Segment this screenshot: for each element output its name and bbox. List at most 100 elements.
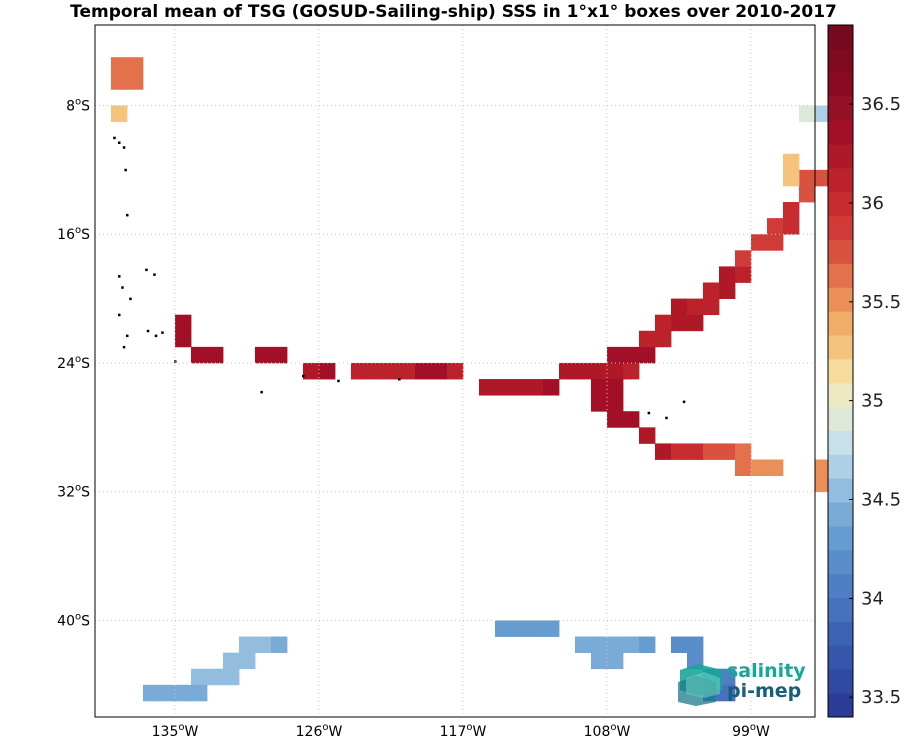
sss-cell — [607, 362, 624, 380]
colorbar-segment — [828, 621, 853, 646]
colorbar-segment — [828, 48, 853, 74]
sss-cell — [783, 218, 800, 235]
colorbar-segment — [828, 311, 853, 336]
colorbar-segment — [828, 573, 853, 598]
sss-cell — [687, 636, 704, 654]
colorbar-segment — [828, 693, 853, 718]
sss-cell — [719, 266, 736, 283]
sss-cell — [767, 218, 784, 235]
island — [121, 286, 124, 289]
colorbar-segment — [828, 645, 853, 670]
sss-cell — [783, 153, 800, 171]
colorbar-tick-label: 34.5 — [861, 490, 901, 511]
colorbar-segment — [828, 25, 853, 50]
sss-cell — [415, 362, 432, 380]
sss-cell — [143, 684, 160, 702]
gridlines-layer — [95, 25, 815, 717]
colorbar-tick-label: 35 — [861, 391, 884, 412]
sss-cell — [303, 362, 320, 380]
island — [260, 390, 263, 394]
logo-wordmark-salinity: salinity — [727, 660, 806, 682]
sss-cell — [671, 636, 688, 654]
colorbar-segment — [828, 669, 853, 694]
sss-cell — [271, 636, 288, 654]
island — [113, 136, 116, 140]
sss-cell — [783, 169, 800, 187]
colorbar-segment — [828, 239, 853, 264]
salinity-pimep-logo: salinity pi-mep — [676, 660, 816, 706]
logo-wordmark-pimep: pi-mep — [727, 680, 802, 702]
sss-cell — [607, 652, 624, 670]
island — [126, 213, 129, 217]
sss-cell — [111, 57, 128, 74]
colorbar-frame — [827, 24, 854, 718]
sss-cell — [735, 250, 752, 267]
sss-cell — [751, 459, 768, 476]
sss-cell — [607, 636, 624, 654]
sss-cell — [703, 282, 720, 299]
sss-cell — [623, 411, 640, 428]
sss-cell — [815, 169, 832, 187]
sss-cell — [447, 362, 464, 380]
sss-cell — [271, 346, 288, 364]
sss-cell — [639, 427, 656, 444]
colorbar-segment — [828, 215, 853, 241]
colorbar-segment — [828, 478, 853, 503]
sss-cell — [719, 668, 736, 686]
sss-cell — [607, 395, 624, 412]
sss-cell — [687, 314, 704, 332]
colorbar-segment — [828, 168, 853, 193]
colorbar-segment — [828, 287, 853, 312]
sss-cell — [543, 620, 560, 637]
sss-cell — [623, 362, 640, 380]
colorbar-segment — [828, 549, 853, 575]
sss-cell — [351, 362, 368, 380]
colorbar: 33.5 34 34.5 35 35.5 36 36.5 — [827, 24, 901, 718]
sss-cell — [815, 459, 832, 476]
island — [118, 275, 121, 278]
sss-cell — [655, 443, 672, 460]
colorbar-segment — [828, 144, 853, 169]
lat-tick-label: 16oS — [57, 225, 90, 243]
sss-cell — [591, 379, 608, 396]
sss-cell — [719, 282, 736, 299]
sss-cell — [479, 379, 496, 396]
sss-cell — [175, 314, 192, 332]
colorbar-segment — [828, 526, 853, 551]
sss-cell — [799, 105, 816, 122]
lon-tick-label: 135oW — [152, 722, 199, 740]
sss-cell — [591, 395, 608, 412]
island — [154, 334, 158, 338]
colorbar-segment — [828, 359, 853, 384]
sss-cell — [815, 105, 832, 122]
sss-cell — [495, 620, 512, 637]
island — [122, 345, 126, 349]
sss-cell — [191, 668, 208, 686]
sss-cell — [655, 314, 672, 332]
island — [161, 331, 164, 334]
sss-cell — [239, 636, 256, 654]
sss-cell — [223, 652, 240, 670]
colorbar-segment — [828, 120, 853, 145]
sss-cell — [767, 234, 784, 251]
sss-cell — [623, 636, 640, 654]
sss-cell — [591, 636, 608, 654]
sss-cell — [511, 379, 528, 396]
sss-cell — [127, 57, 144, 74]
island — [126, 334, 129, 338]
colorbar-tick-label: 36 — [861, 193, 884, 214]
island — [118, 313, 121, 317]
sss-cell — [735, 459, 752, 476]
island — [682, 400, 686, 404]
sss-cell — [255, 346, 272, 364]
sss-cells-layer — [111, 57, 832, 702]
lon-tick-label: 117oW — [440, 722, 487, 740]
island-land-layer — [113, 136, 686, 420]
latitude-tick-labels: 8oS 16oS 24oS 32oS 40oS — [57, 96, 90, 629]
colorbar-segment — [828, 335, 853, 360]
sss-cell — [191, 684, 208, 702]
sss-cell — [111, 105, 128, 122]
lon-tick-label: 126oW — [296, 722, 343, 740]
sss-cell — [239, 652, 256, 670]
sss-cell — [431, 362, 448, 380]
